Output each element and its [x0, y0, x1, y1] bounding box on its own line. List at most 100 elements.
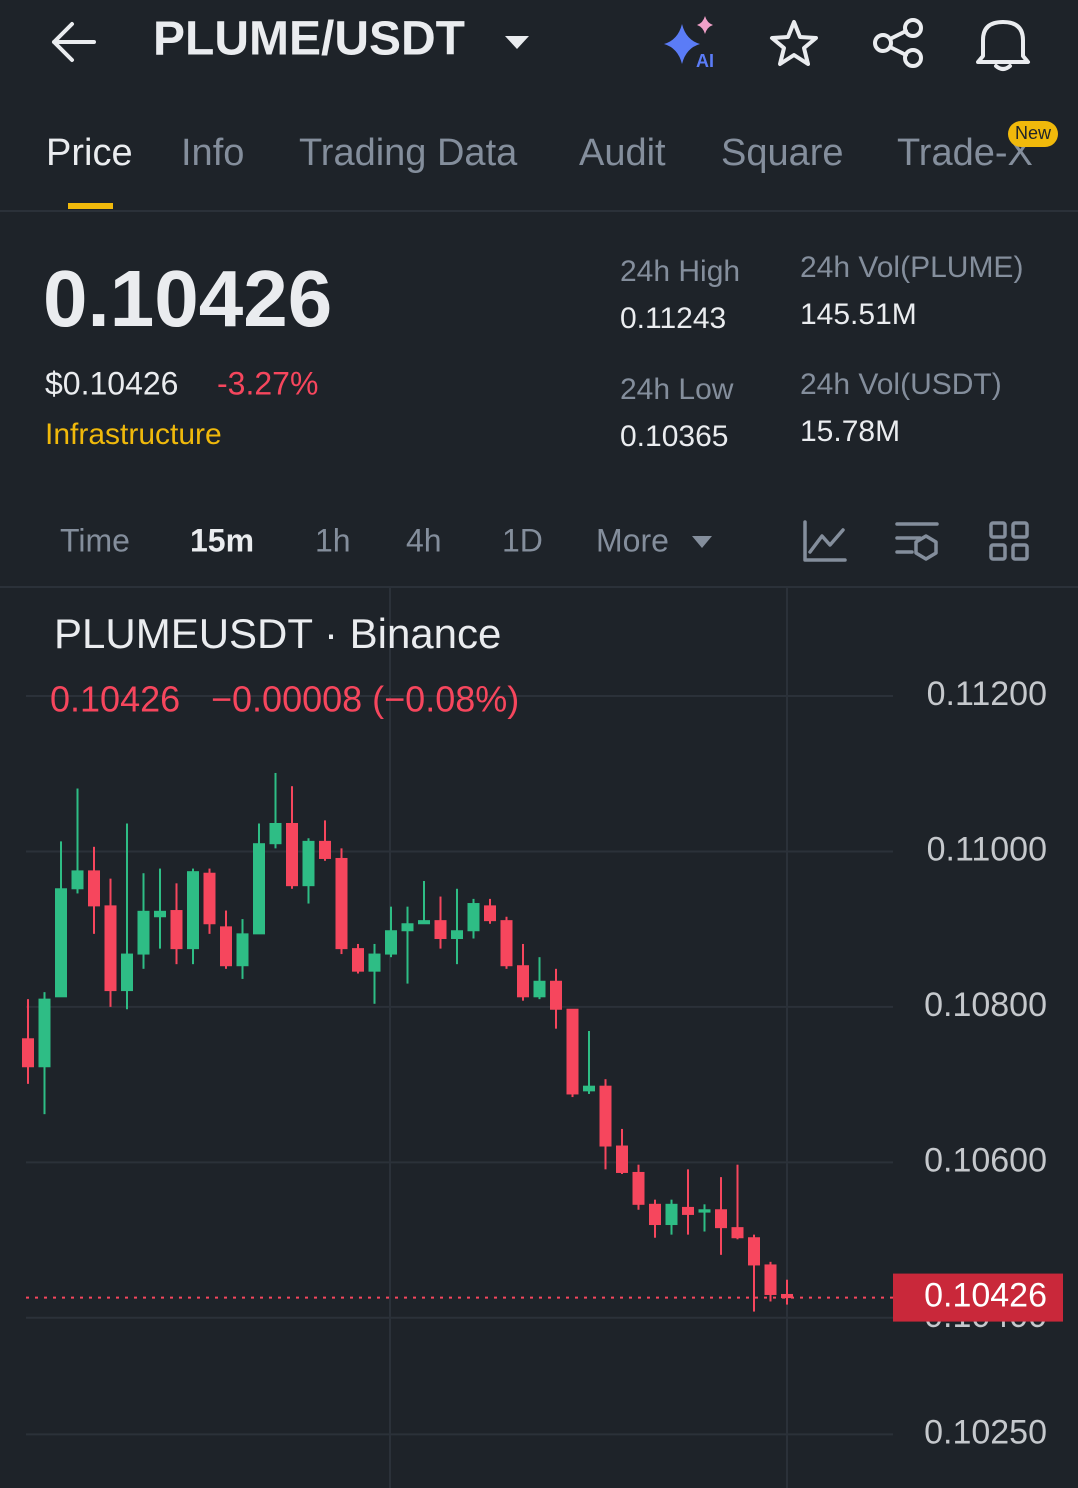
candle-body [682, 1206, 694, 1215]
legend-price: 0.10426 [50, 679, 180, 720]
tab[interactable]: Info [181, 132, 244, 174]
y-tick-label: 0.11200 [927, 675, 1047, 713]
layout-cell [989, 521, 1007, 539]
candle-body [418, 920, 430, 925]
pair-title[interactable]: PLUME/USDT [153, 13, 465, 66]
stat-value: 145.51M [800, 298, 917, 331]
timeframe[interactable]: 4h [406, 522, 442, 558]
stat-label: 24h Vol(USDT) [800, 368, 1002, 401]
stat-label: 24h High [620, 255, 740, 288]
candle-body [88, 870, 100, 907]
candle-body [616, 1145, 628, 1173]
tab[interactable]: Trading Data [299, 132, 518, 174]
tab[interactable]: Audit [579, 132, 666, 174]
last-price-label: 0.10426 [924, 1277, 1047, 1315]
candle-body [566, 1008, 579, 1095]
y-tick-label: 0.10800 [924, 986, 1047, 1024]
layout-button[interactable] [989, 521, 1029, 561]
new-badge [1008, 121, 1058, 147]
divider [0, 210, 1078, 212]
candle-body [286, 822, 298, 887]
legend-change: −0.00008 (−0.08%) [211, 679, 519, 720]
candle-body [104, 905, 117, 992]
candle-body [781, 1293, 793, 1299]
share-button[interactable] [873, 18, 923, 68]
layout-cell [989, 543, 1007, 561]
sector-tag[interactable]: Infrastructure [45, 418, 222, 451]
candle-body [137, 910, 150, 955]
candle-body [731, 1227, 744, 1239]
tab[interactable]: Square [721, 132, 844, 174]
candle-body [533, 980, 546, 998]
settings-button[interactable] [895, 522, 939, 561]
candle-body [698, 1209, 711, 1213]
candle-body [649, 1203, 661, 1226]
ai-spark-small [697, 16, 713, 34]
candle-body [583, 1085, 595, 1092]
candle-body [517, 965, 529, 998]
timeframe[interactable]: 15m [190, 522, 254, 558]
candle-body [434, 920, 447, 940]
candle-body [55, 888, 67, 998]
candle-body [187, 871, 199, 950]
ai-spark [664, 24, 700, 64]
timeframe[interactable]: 1h [315, 522, 351, 558]
candle-body [484, 905, 496, 922]
layout-cell [1011, 543, 1029, 561]
candle-body [401, 923, 414, 932]
chart-title: PLUMEUSDT · Binance [54, 610, 501, 657]
candle-body [748, 1237, 760, 1266]
candle-body [253, 843, 265, 935]
candle-body [38, 998, 51, 1068]
candle-body [352, 948, 364, 972]
usd-price: $0.10426 [45, 365, 178, 401]
candle-body [269, 822, 282, 845]
active-tab-indicator [68, 203, 113, 209]
stat-value: 0.10365 [620, 420, 728, 453]
tab[interactable]: Price [46, 132, 133, 174]
candle-body [764, 1264, 777, 1295]
candle-body [236, 933, 249, 967]
more-dropdown[interactable] [692, 536, 712, 548]
candle-body [599, 1085, 612, 1147]
timeframe[interactable]: Time [60, 522, 130, 558]
candle-body [385, 930, 397, 955]
y-tick-label: 0.10600 [924, 1141, 1047, 1179]
stat-value: 15.78M [800, 415, 900, 448]
share-node [873, 33, 893, 53]
ai-button[interactable]: AI [664, 16, 714, 71]
favorite-button[interactable] [770, 20, 818, 66]
y-tick-label: 0.10250 [924, 1413, 1047, 1451]
ai-label: AI [696, 51, 714, 71]
alert-button[interactable] [976, 20, 1030, 71]
timeframe[interactable]: 1D [502, 522, 543, 558]
back-button[interactable] [52, 22, 96, 62]
candle-body [319, 840, 331, 859]
candle-body [203, 872, 216, 925]
stat-value: 0.11243 [620, 302, 726, 335]
candle-body [467, 903, 480, 932]
candle-body [368, 953, 381, 972]
y-tick-label: 0.11000 [927, 830, 1047, 868]
stat-label: 24h Low [620, 373, 734, 406]
indicator-button[interactable] [803, 520, 847, 562]
candle-body [550, 980, 562, 1010]
candle-body [451, 930, 463, 940]
candle-body [715, 1209, 727, 1229]
candle-body [121, 953, 133, 992]
candle-body [302, 840, 315, 887]
share-node [903, 48, 923, 68]
timeframe[interactable]: More [596, 522, 669, 558]
candle-body [170, 910, 183, 950]
candle-body [335, 857, 348, 950]
last-price: 0.10426 [43, 254, 332, 343]
share-node [903, 18, 923, 38]
pair-dropdown[interactable] [505, 36, 529, 49]
candle-body [71, 870, 84, 890]
layout-cell [1011, 521, 1029, 539]
candle-body [665, 1203, 678, 1226]
candle-body [632, 1171, 645, 1205]
stat-label: 24h Vol(PLUME) [800, 251, 1023, 284]
